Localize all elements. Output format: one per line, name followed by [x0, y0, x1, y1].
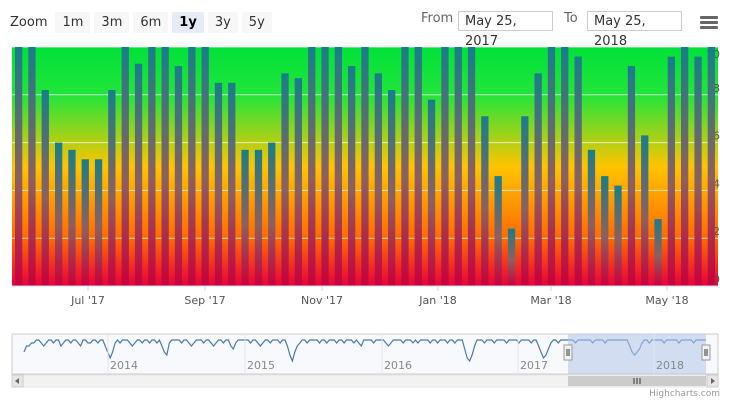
- bar: [441, 47, 449, 286]
- bar: [41, 90, 49, 286]
- bar: [561, 47, 569, 286]
- navigator-series-line: [23, 338, 706, 363]
- bar: [547, 47, 556, 286]
- bar: [681, 47, 689, 286]
- bar: [228, 82, 236, 286]
- y-tick-label: 0: [713, 273, 720, 286]
- bar: [601, 176, 609, 286]
- bar: [534, 73, 542, 286]
- bar: [268, 142, 276, 286]
- bar: [81, 159, 89, 286]
- scrollbar-right-button: [706, 374, 719, 388]
- bar: [388, 90, 396, 286]
- navigator-year-label: 2014: [110, 359, 138, 372]
- bar: [161, 47, 169, 286]
- bar: [374, 73, 382, 286]
- zoom-button-3y[interactable]: 3y: [207, 11, 238, 33]
- bar: [454, 47, 462, 286]
- x-tick-label: Nov '17: [301, 294, 343, 307]
- bar: [28, 47, 36, 286]
- navigator-left-handle[interactable]: [563, 344, 573, 361]
- bar: [707, 47, 715, 286]
- y-tick-label: 4: [713, 177, 720, 190]
- scrollbar-left-button: [11, 374, 24, 388]
- navigator-year-label: 2016: [384, 359, 412, 372]
- x-tick-label: May '18: [645, 294, 688, 307]
- zoom-label: Zoom: [10, 14, 48, 30]
- zoom-button-1m[interactable]: 1m: [55, 11, 91, 33]
- zoom-button-6m[interactable]: 6m: [133, 11, 169, 33]
- x-tick-label: Mar '18: [530, 294, 571, 307]
- arrow-right-icon: [711, 378, 715, 384]
- bar: [401, 47, 409, 286]
- scrollbar-thumb: [568, 376, 706, 386]
- bar: [521, 116, 529, 286]
- bar: [641, 135, 649, 286]
- hamburger-menu-icon[interactable]: [700, 16, 718, 30]
- y-tick-label: 8: [713, 82, 720, 95]
- bar: [587, 149, 596, 286]
- to-label: To: [564, 11, 578, 26]
- bar: [201, 47, 209, 286]
- handle-grip: [701, 344, 711, 361]
- x-tick-label: Sep '17: [184, 294, 225, 307]
- bar: [134, 63, 143, 287]
- navigator-year-label: 2015: [247, 359, 275, 372]
- bar: [94, 159, 103, 286]
- bar: [214, 82, 223, 286]
- bar: [241, 149, 249, 286]
- bar: [294, 78, 302, 286]
- bar: [494, 176, 502, 286]
- bar: [348, 66, 356, 286]
- y-tick-label: 6: [713, 130, 720, 143]
- bar: [108, 90, 116, 286]
- zoom-selector: Zoom 1m 3m 6m 1y 3y 5y: [10, 10, 272, 34]
- navigator-year-label: 2018: [656, 359, 684, 372]
- bar: [308, 47, 316, 286]
- zoom-button-3m[interactable]: 3m: [94, 11, 130, 33]
- bar: [667, 56, 675, 286]
- navigator-selection: [568, 334, 706, 374]
- bar: [121, 47, 129, 286]
- bar: [15, 47, 23, 286]
- navigator-right-handle[interactable]: [701, 344, 711, 361]
- y-tick-label: 2: [713, 225, 720, 238]
- scrollbar-track: [11, 374, 719, 388]
- zoom-button-5y[interactable]: 5y: [241, 11, 272, 33]
- bar: [654, 219, 662, 286]
- x-tick-label: Jan '18: [418, 294, 456, 307]
- from-date-input[interactable]: May 25, 2017: [458, 11, 553, 49]
- bar: [467, 47, 476, 286]
- from-label: From: [421, 11, 454, 26]
- bar: [148, 47, 156, 286]
- bar: [481, 116, 489, 286]
- bar: [694, 56, 702, 286]
- navigator-background: [11, 333, 719, 375]
- y-tick-label: 10: [706, 48, 720, 61]
- bar: [574, 56, 582, 286]
- zoom-button-1y[interactable]: 1y: [172, 11, 204, 33]
- bar: [68, 149, 76, 286]
- bar: [174, 66, 183, 286]
- plot-background: [12, 47, 718, 286]
- bar: [507, 228, 516, 286]
- arrow-left-icon: [15, 378, 19, 384]
- bar: [361, 47, 369, 286]
- x-tick-label: Jul '17: [70, 294, 105, 307]
- bar: [281, 73, 289, 286]
- bar: [254, 149, 263, 286]
- handle-grip: [563, 344, 573, 361]
- credits-link[interactable]: Highcharts.com: [649, 389, 720, 399]
- bar: [334, 47, 342, 286]
- bar: [627, 66, 636, 286]
- bar: [414, 47, 422, 286]
- to-date-input[interactable]: May 25, 2018: [587, 11, 682, 49]
- bar: [614, 185, 622, 286]
- bar: [427, 99, 436, 286]
- bar: [188, 47, 196, 286]
- bar: [55, 142, 63, 286]
- navigator-year-label: 2017: [520, 359, 548, 372]
- bar: [321, 47, 329, 286]
